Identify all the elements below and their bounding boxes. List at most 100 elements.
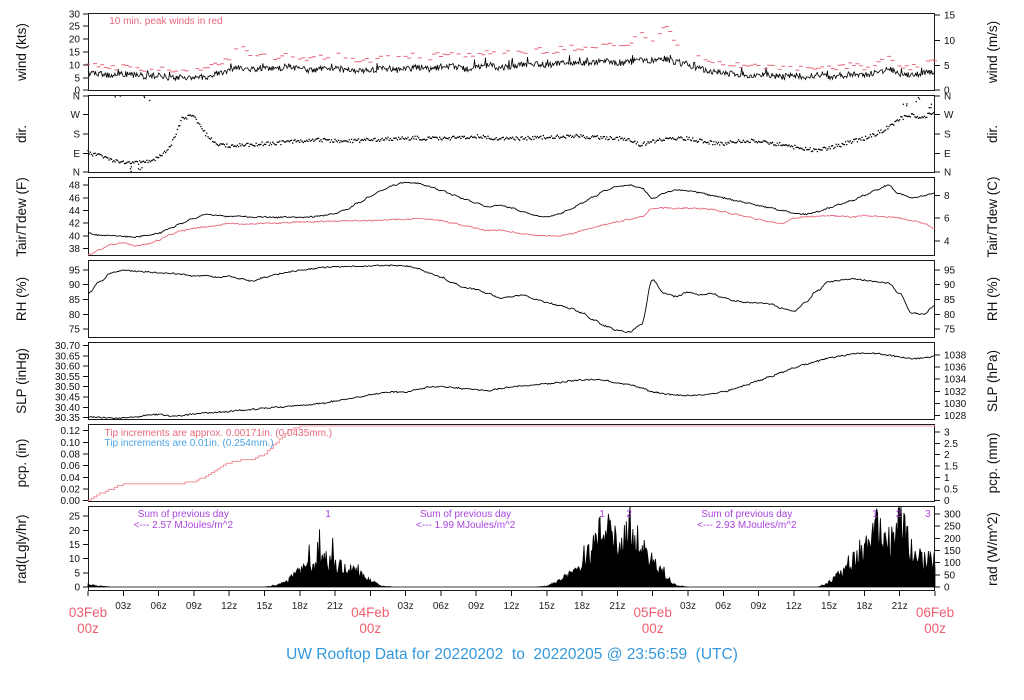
svg-text:21z: 21z <box>327 601 343 612</box>
svg-text:S: S <box>944 130 951 141</box>
svg-text:Sum of previous day: Sum of previous day <box>420 509 511 520</box>
svg-text:1: 1 <box>944 473 950 484</box>
svg-text:10 min. peak winds in red: 10 min. peak winds in red <box>109 16 222 27</box>
svg-text:1: 1 <box>325 509 331 520</box>
x-axis-hour-labels: 03z 06z 09z 12z 15z 18z 21z 03z 06z 09z 12z 15z 18z 2… <box>115 601 908 612</box>
svg-text:75: 75 <box>69 325 81 336</box>
svg-text:46: 46 <box>69 193 81 204</box>
svg-text:5: 5 <box>74 74 80 85</box>
panel-rh-yticks: 75 80 85 90 95 75 80 85 90 95 <box>69 265 956 335</box>
svg-text:00z: 00z <box>359 621 381 636</box>
svg-text:1: 1 <box>599 509 605 520</box>
svg-text:03Feb: 03Feb <box>69 605 107 620</box>
panel-slp-frame <box>88 342 935 420</box>
svg-text:20: 20 <box>69 35 81 46</box>
x-axis-svg: 03z 06z 09z 12z 15z 18z 21z 03z 06z 09z 12z 15z 18z 2… <box>69 591 954 636</box>
svg-text:1.5: 1.5 <box>944 462 958 473</box>
svg-text:S: S <box>73 130 80 141</box>
svg-text:Sum of previous day: Sum of previous day <box>701 509 792 520</box>
svg-text:Tip increments are approx. 0.0: Tip increments are approx. 0.00171in. (0… <box>105 428 333 439</box>
svg-text:15: 15 <box>69 540 81 551</box>
svg-text:04Feb: 04Feb <box>351 605 389 620</box>
series-wind_speed <box>87 54 936 82</box>
svg-text:03z: 03z <box>680 601 696 612</box>
svg-text:250: 250 <box>944 522 961 533</box>
svg-text:0.04: 0.04 <box>61 473 81 484</box>
svg-text:Tip increments are 0.01in. (0.: Tip increments are 0.01in. (0.254mm.) <box>105 438 274 449</box>
svg-text:03z: 03z <box>115 601 131 612</box>
panel-slp-yticks: 30.3530.4030.4530.5030.5530.6030.6530.70… <box>55 341 967 424</box>
svg-text:30.65: 30.65 <box>55 351 80 362</box>
svg-text:25: 25 <box>69 22 81 33</box>
svg-text:2.5: 2.5 <box>944 439 958 450</box>
series-wind_dir <box>87 95 935 173</box>
panel-rad-frame <box>88 506 935 591</box>
svg-text:0: 0 <box>944 583 950 594</box>
svg-text:06z: 06z <box>715 601 731 612</box>
svg-text:4: 4 <box>944 236 950 247</box>
svg-text:0.06: 0.06 <box>61 461 81 472</box>
svg-text:0.12: 0.12 <box>61 426 81 437</box>
svg-text:<--- 2.57 MJoules/m^2: <--- 2.57 MJoules/m^2 <box>134 520 234 531</box>
panel-rad-annotations: Sum of previous day <--- 2.57 MJoules/m^2… <box>134 509 932 531</box>
svg-text:6: 6 <box>944 214 950 225</box>
series-tdew <box>87 206 936 256</box>
svg-text:0.10: 0.10 <box>61 438 81 449</box>
svg-text:15: 15 <box>944 11 956 22</box>
svg-text:85: 85 <box>69 295 81 306</box>
svg-text:W: W <box>71 110 81 121</box>
svg-text:2: 2 <box>944 450 950 461</box>
svg-text:N: N <box>73 168 80 179</box>
svg-text:0.5: 0.5 <box>944 485 958 496</box>
svg-text:44: 44 <box>69 206 81 217</box>
svg-text:1028: 1028 <box>944 411 967 422</box>
panel-rh-frame <box>88 260 935 338</box>
svg-text:1: 1 <box>872 509 878 520</box>
svg-text:00z: 00z <box>924 621 946 636</box>
svg-text:300: 300 <box>944 509 961 520</box>
svg-text:09z: 09z <box>468 601 484 612</box>
svg-text:8: 8 <box>944 191 950 202</box>
figure-title: UW Rooftop Data for 20220202 to 20220205… <box>286 646 738 663</box>
svg-text:0.00: 0.00 <box>61 496 81 507</box>
svg-text:2: 2 <box>896 509 902 520</box>
svg-text:00z: 00z <box>642 621 664 636</box>
svg-text:25: 25 <box>69 512 81 523</box>
series-tair <box>87 181 936 239</box>
svg-text:10: 10 <box>69 554 81 565</box>
x-axis-ticks <box>87 591 936 596</box>
svg-text:10: 10 <box>944 36 956 47</box>
svg-text:200: 200 <box>944 534 961 545</box>
panel-pcp-annotations: Tip increments are approx. 0.00171in. (0… <box>105 428 333 449</box>
svg-text:N: N <box>944 91 951 102</box>
svg-text:15z: 15z <box>539 601 555 612</box>
svg-text:80: 80 <box>69 310 81 321</box>
svg-text:12z: 12z <box>786 601 802 612</box>
svg-text:18z: 18z <box>856 601 872 612</box>
svg-text:<--- 2.93 MJoules/m^2: <--- 2.93 MJoules/m^2 <box>697 520 797 531</box>
svg-text:12z: 12z <box>221 601 237 612</box>
svg-text:40: 40 <box>69 231 81 242</box>
svg-text:85: 85 <box>944 295 956 306</box>
svg-text:90: 90 <box>944 280 956 291</box>
svg-text:75: 75 <box>944 325 956 336</box>
svg-text:3: 3 <box>925 509 931 520</box>
svg-text:0: 0 <box>74 86 80 97</box>
svg-text:E: E <box>944 149 951 160</box>
panel-pcp-yticks: 0.000.020.040.060.080.100.12 00.511.522.5… <box>61 426 959 507</box>
panel-temp-frame <box>88 177 935 256</box>
svg-text:06z: 06z <box>151 601 167 612</box>
panel-pcp-svg: 0.000.020.040.060.080.100.12 00.511.522.5… <box>61 424 958 507</box>
svg-text:38: 38 <box>69 244 81 255</box>
svg-text:00z: 00z <box>77 621 99 636</box>
svg-text:95: 95 <box>944 265 956 276</box>
svg-text:50: 50 <box>944 570 956 581</box>
svg-text:06z: 06z <box>433 601 449 612</box>
